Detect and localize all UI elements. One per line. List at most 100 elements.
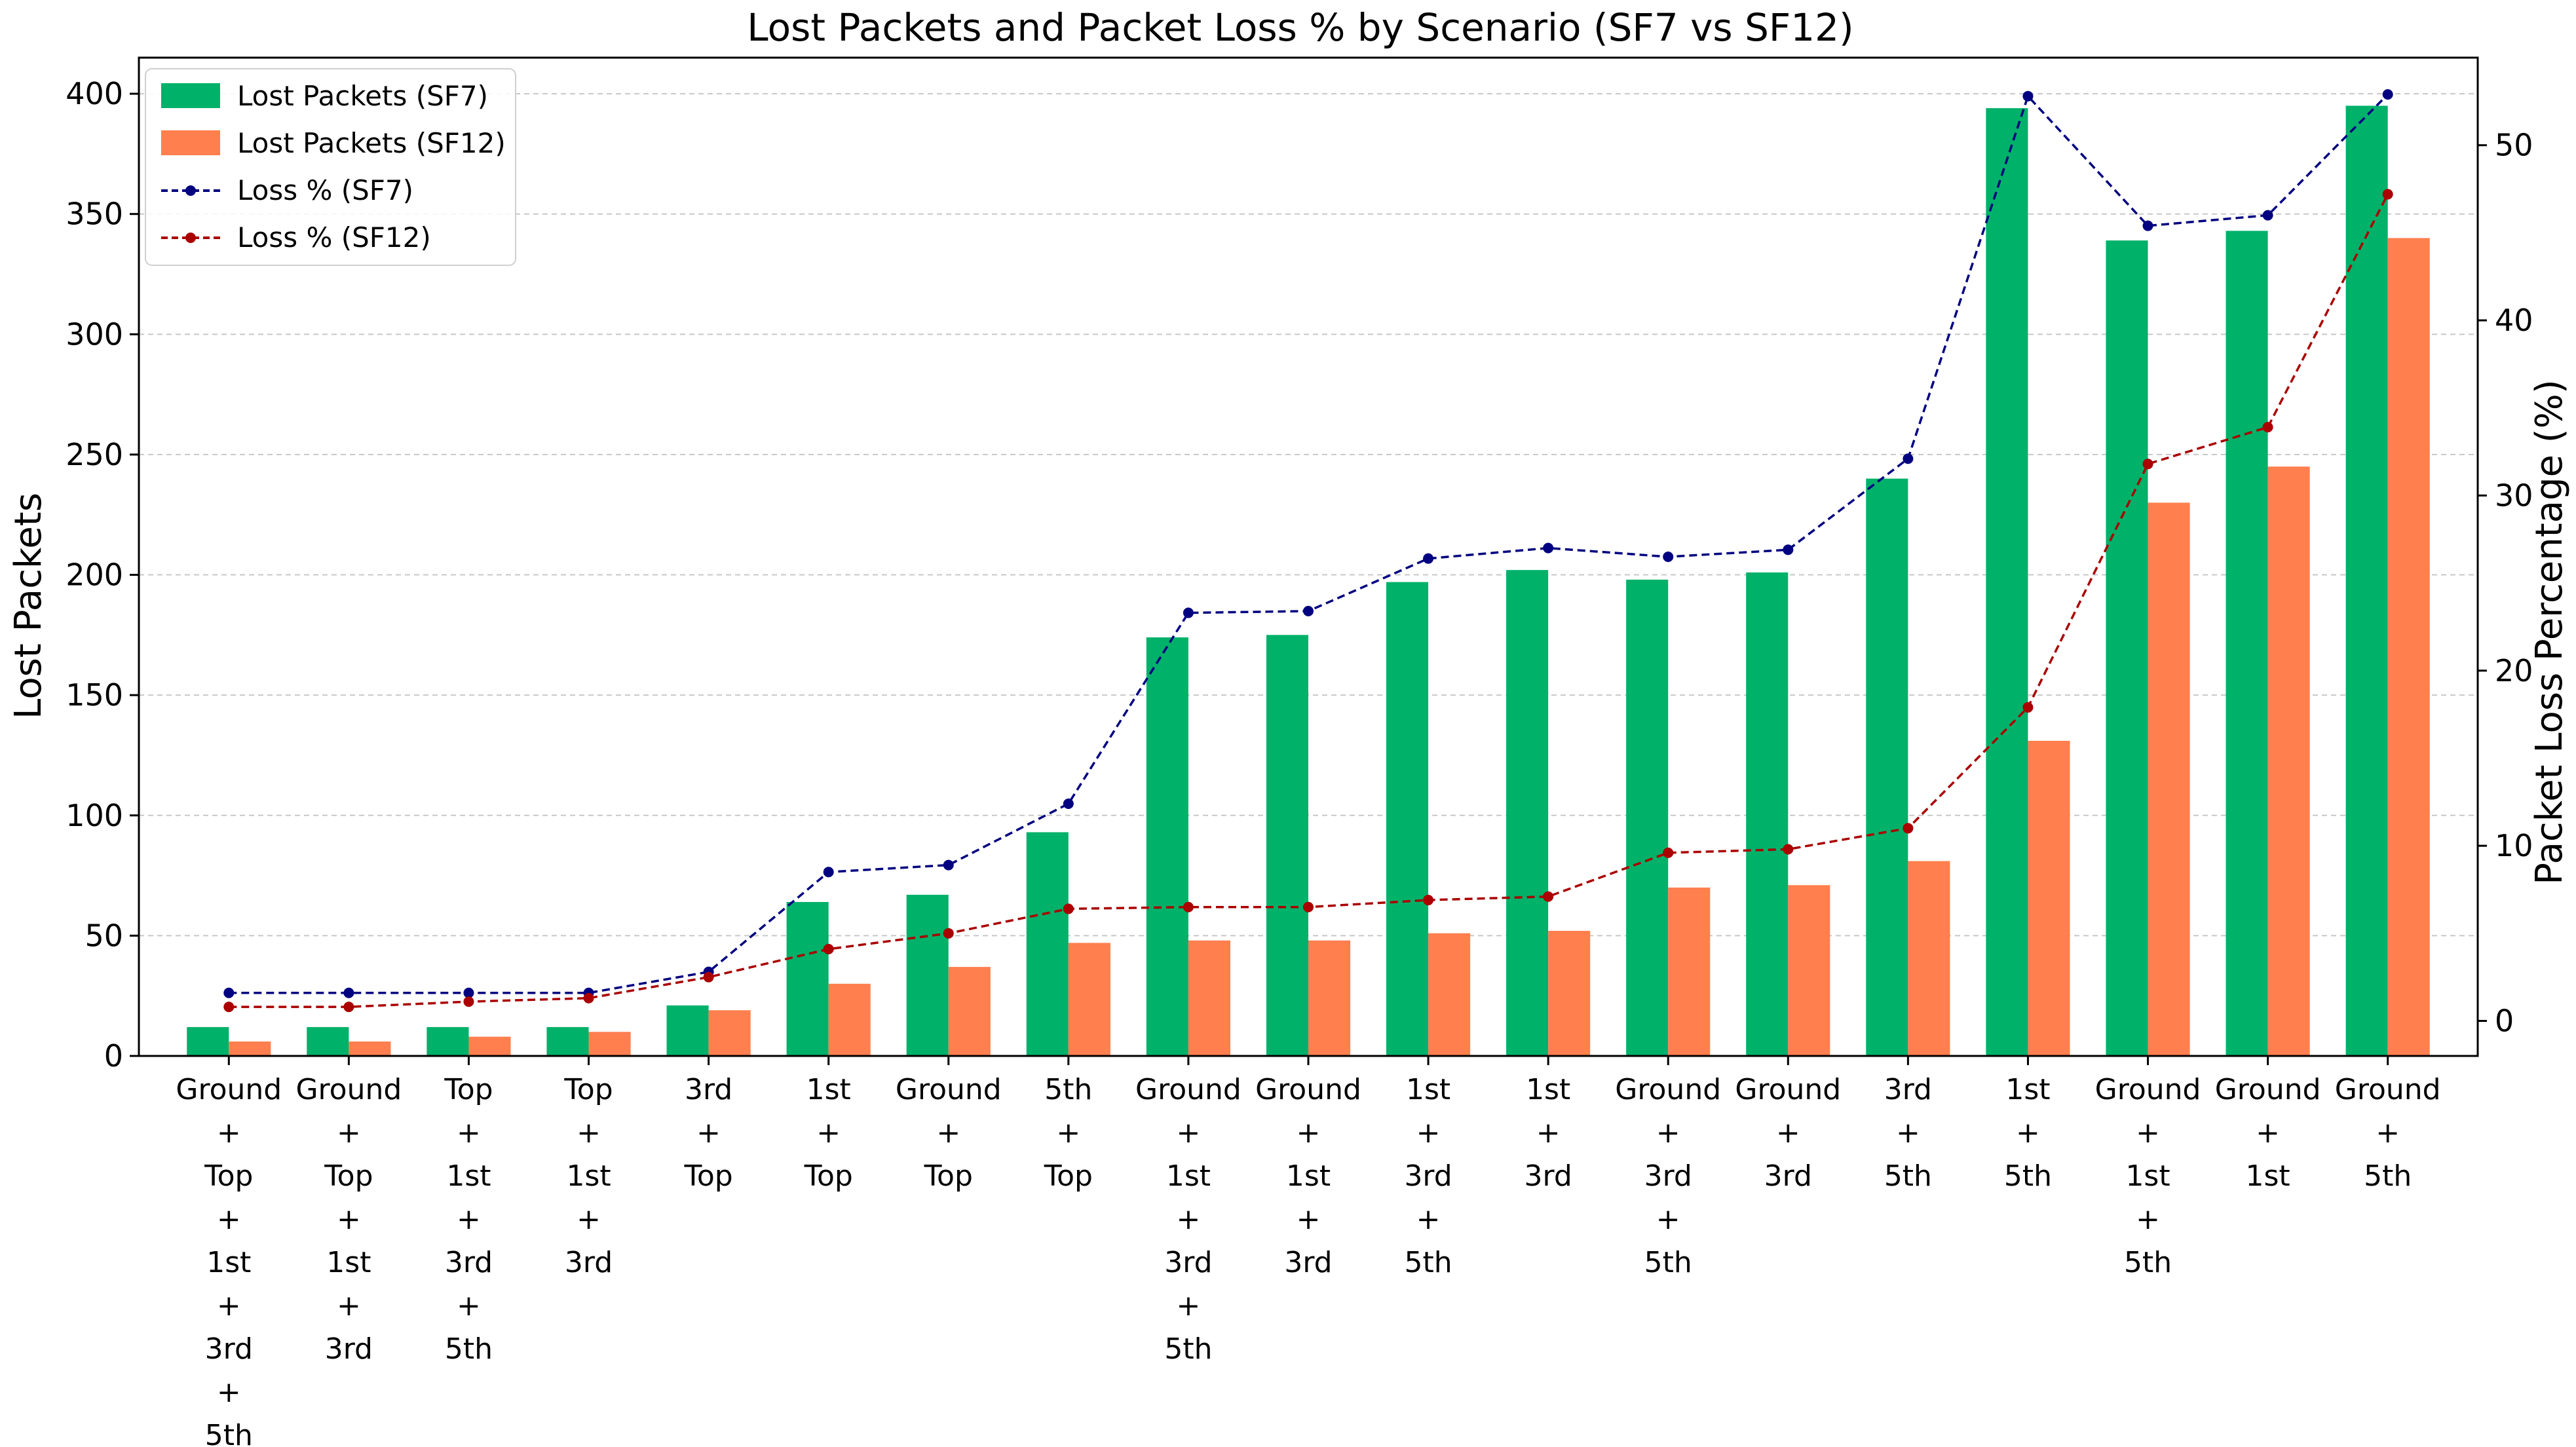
point-sf7 — [2022, 90, 2034, 102]
x-tick-label: Top — [804, 1159, 853, 1193]
bar-sf7 — [1626, 579, 1669, 1056]
x-tick-label: + — [217, 1376, 241, 1409]
x-tick-label: Top — [924, 1159, 973, 1193]
bar-sf7 — [906, 894, 949, 1056]
point-sf7 — [1903, 453, 1914, 464]
legend-label: Lost Packets (SF7) — [237, 80, 488, 112]
x-tick-label: 5th — [1044, 1073, 1092, 1106]
x-tick-label: 1st — [2246, 1159, 2290, 1193]
x-tick-label: 3rd — [565, 1246, 613, 1279]
x-tick-label: Top — [444, 1073, 493, 1106]
point-sf7 — [1783, 544, 1794, 555]
x-tick-label: + — [1656, 1116, 1680, 1150]
x-tick-label: 1st — [326, 1246, 371, 1279]
bar-sf12 — [1428, 933, 1471, 1056]
bar-sf7 — [307, 1026, 349, 1056]
x-tick-label: 3rd — [1284, 1246, 1332, 1279]
bar-sf7 — [1746, 572, 1789, 1056]
point-sf12 — [1063, 903, 1074, 914]
point-sf12 — [463, 996, 474, 1007]
point-sf12 — [2142, 459, 2153, 470]
bar-sf12 — [1908, 861, 1950, 1056]
loss-lines — [223, 89, 2393, 1013]
x-tick-label: + — [1776, 1116, 1800, 1150]
bars — [187, 105, 2430, 1057]
point-sf7 — [823, 867, 834, 878]
legend-label: Loss % (SF7) — [237, 174, 413, 206]
x-tick-label: + — [2016, 1116, 2040, 1150]
x-tick-label: 3rd — [1644, 1159, 1692, 1193]
x-tick-label: + — [2376, 1116, 2400, 1150]
x-tick-label: + — [1176, 1289, 1200, 1323]
bar-sf12 — [2028, 740, 2070, 1056]
bar-sf7 — [2226, 231, 2268, 1057]
x-tick-label: 1st — [206, 1246, 251, 1279]
x-tick-label: 1st — [2125, 1159, 2170, 1193]
x-tick-label: 3rd — [1404, 1159, 1452, 1193]
x-tick-label: Top — [683, 1159, 732, 1193]
x-tick-label: + — [936, 1116, 960, 1150]
point-sf7 — [2382, 89, 2393, 100]
x-tick-label: 3rd — [1884, 1073, 1932, 1106]
y-tick-label: 100 — [66, 798, 123, 833]
point-sf12 — [1663, 847, 1674, 858]
x-axis-ticks: Ground + Top +1st +3rd +5th Ground + Top +1st +3rd… — [176, 1056, 2441, 1447]
bar-sf7 — [1146, 637, 1188, 1056]
x-tick-label: + — [1536, 1116, 1561, 1150]
x-tick-label: Top — [1044, 1159, 1093, 1193]
bar-sf12 — [1188, 940, 1230, 1056]
legend-swatch-marker — [185, 185, 196, 196]
bar-sf12 — [1788, 885, 1830, 1056]
point-sf12 — [1423, 895, 1434, 906]
bar-sf7 — [546, 1026, 589, 1056]
point-sf12 — [1783, 844, 1794, 855]
bar-sf12 — [2387, 238, 2430, 1057]
x-tick-label: + — [696, 1116, 721, 1150]
x-tick-label: 3rd — [685, 1073, 732, 1106]
legend-box — [145, 68, 516, 266]
x-tick-label: 3rd — [1525, 1159, 1572, 1193]
x-tick-label: Ground — [2095, 1073, 2201, 1106]
x-tick-label: 1st — [1166, 1159, 1211, 1193]
y2-tick-label: 10 — [2495, 828, 2533, 863]
chart-title: Lost Packets and Packet Loss % by Scenar… — [747, 5, 1853, 50]
point-sf7 — [1543, 542, 1554, 554]
point-sf12 — [2022, 702, 2034, 713]
point-sf12 — [1183, 901, 1194, 912]
point-sf12 — [1903, 823, 1914, 834]
bar-sf12 — [1668, 887, 1711, 1056]
x-tick-label: 1st — [2005, 1073, 2050, 1106]
point-sf7 — [463, 987, 474, 998]
x-tick-label: 5th — [2124, 1246, 2172, 1279]
bar-sf12 — [2148, 502, 2190, 1056]
x-tick-label: Top — [563, 1073, 613, 1106]
legend: Lost Packets (SF7) Lost Packets (SF12) Los… — [145, 68, 516, 266]
y2-axis-label: Packet Loss Percentage (%) — [2528, 379, 2571, 884]
x-tick-label: Ground — [176, 1073, 282, 1106]
y-tick-label: 0 — [104, 1038, 123, 1074]
x-tick-label: 3rd — [445, 1246, 493, 1279]
point-sf7 — [943, 859, 954, 871]
x-tick-label: Ground — [2335, 1073, 2441, 1106]
bar-sf12 — [948, 967, 991, 1056]
y2-tick-label: 30 — [2495, 478, 2533, 513]
x-tick-label: Ground — [295, 1073, 402, 1106]
point-sf12 — [823, 943, 834, 954]
point-sf12 — [1543, 891, 1554, 902]
bar-sf7 — [2345, 105, 2388, 1056]
x-tick-label: Ground — [896, 1073, 1002, 1106]
x-tick-label: + — [217, 1289, 241, 1323]
legend-label: Loss % (SF12) — [237, 221, 431, 254]
x-tick-label: 1st — [446, 1159, 491, 1193]
point-sf12 — [343, 1002, 354, 1013]
x-tick-label: + — [816, 1116, 841, 1150]
x-tick-label: + — [2256, 1116, 2280, 1150]
legend-swatch-bar — [161, 83, 220, 108]
x-tick-label: + — [1416, 1203, 1441, 1236]
bar-sf7 — [1506, 570, 1549, 1056]
point-sf12 — [2382, 189, 2393, 200]
x-tick-label: + — [337, 1203, 361, 1236]
y-tick-label: 300 — [66, 316, 123, 352]
point-sf7 — [1063, 798, 1074, 809]
